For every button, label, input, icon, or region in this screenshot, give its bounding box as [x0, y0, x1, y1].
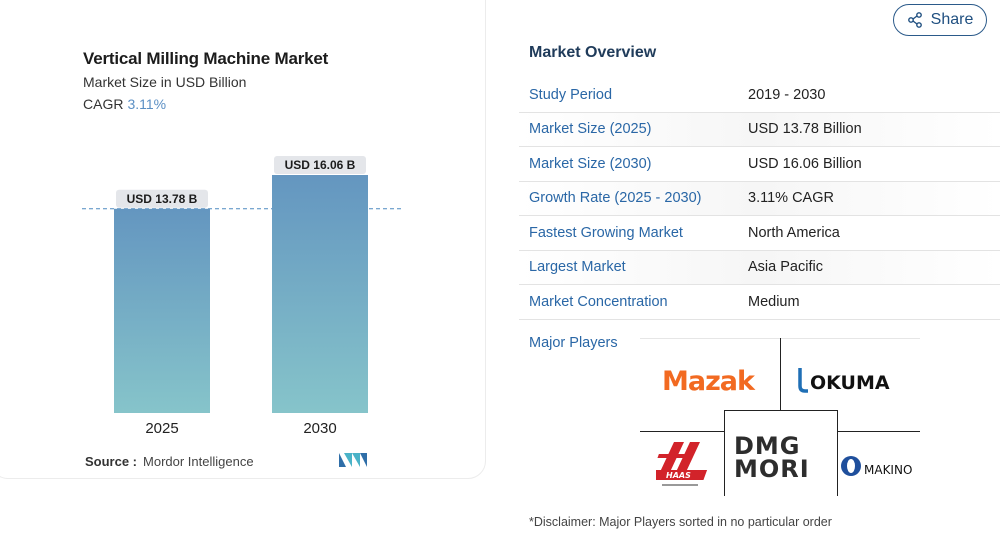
divider	[724, 410, 725, 496]
overview-row-fastest-growing: Fastest Growing Market North America	[519, 216, 1000, 251]
divider	[724, 410, 837, 411]
makino-logo-text: MAKINO	[864, 463, 912, 477]
overview-row-largest-market: Largest Market Asia Pacific	[519, 250, 1000, 285]
overview-value: Asia Pacific	[748, 259, 823, 276]
share-button[interactable]: Share	[893, 4, 987, 36]
overview-key: Largest Market	[529, 259, 626, 276]
cagr-text: CAGR 3.11%	[83, 96, 166, 112]
overview-row-market-size-2025: Market Size (2025) USD 13.78 Billion	[519, 112, 1000, 147]
data-label-bg	[274, 156, 366, 174]
overview-value: 2019 - 2030	[748, 86, 826, 103]
makino-logo: MAKINO	[841, 456, 912, 477]
share-icon	[907, 12, 922, 28]
chart-card	[0, 0, 486, 479]
overview-key: Market Size (2030)	[529, 155, 652, 172]
mordor-intelligence-logo-icon	[339, 453, 367, 467]
okuma-logo: OKUMA	[798, 368, 890, 394]
overview-row-study-period: Study Period 2019 - 2030	[519, 78, 1000, 113]
overview-row-growth-rate: Growth Rate (2025 - 2030) 3.11% CAGR	[519, 181, 1000, 216]
major-players-logos: Mazak OKUMA HAAS DMG MORI MAKINO	[640, 338, 920, 496]
chart-title: Vertical Milling Machine Market	[83, 49, 329, 68]
overview-value: USD 13.78 Billion	[748, 121, 862, 138]
overview-value: 3.11% CAGR	[748, 190, 834, 207]
divider	[837, 431, 920, 432]
overview-value: North America	[748, 224, 840, 241]
bar-2030	[272, 175, 368, 413]
source-line: Source : Mordor Intelligence	[85, 454, 254, 469]
source-label: Source :	[85, 454, 138, 469]
overview-value: Medium	[748, 293, 800, 310]
dmg-mori-logo-text-bottom: MORI	[734, 455, 810, 480]
okuma-logo-text: OKUMA	[810, 372, 890, 394]
overview-table: Study Period 2019 - 2030 Market Size (20…	[519, 78, 1000, 320]
x-tick-label: 2025	[145, 420, 178, 437]
mazak-logo: Mazak	[662, 366, 757, 396]
data-label: USD 16.06 B	[285, 158, 356, 172]
divider	[837, 410, 838, 496]
share-label: Share	[930, 11, 974, 28]
divider	[780, 338, 781, 410]
overview-key: Growth Rate (2025 - 2030)	[529, 190, 702, 207]
cagr-label: CAGR	[83, 96, 124, 112]
overview-row-market-concentration: Market Concentration Medium	[519, 285, 1000, 320]
major-players-label: Major Players	[529, 335, 618, 351]
overview-row-market-size-2030: Market Size (2030) USD 16.06 Billion	[519, 147, 1000, 182]
data-label-bg	[116, 189, 208, 208]
bar-chart: USD 13.78 B 2025 USD 16.06 B 2030	[82, 156, 402, 437]
haas-logo: HAAS	[656, 442, 708, 486]
overview-value: USD 16.06 Billion	[748, 155, 862, 172]
haas-logo-text: HAAS	[666, 471, 691, 480]
dmg-mori-logo-text-top: DMG	[734, 434, 801, 460]
overview-title: Market Overview	[529, 44, 657, 61]
overview-key: Fastest Growing Market	[529, 224, 683, 241]
cagr-value: 3.11%	[127, 96, 167, 112]
overview-key: Market Concentration	[529, 293, 668, 310]
x-tick-label: 2030	[303, 420, 336, 437]
bar-2025	[114, 208, 210, 413]
divider	[640, 431, 724, 432]
dmg-mori-logo: DMG MORI	[734, 434, 810, 480]
overview-key: Study Period	[529, 86, 613, 103]
data-label: USD 13.78 B	[127, 192, 198, 206]
overview-key: Market Size (2025)	[529, 121, 652, 138]
source-value: Mordor Intelligence	[143, 454, 254, 469]
mazak-logo-text: Mazak	[662, 366, 756, 396]
disclaimer: *Disclaimer: Major Players sorted in no …	[529, 515, 832, 529]
chart-subtitle: Market Size in USD Billion	[83, 74, 247, 90]
